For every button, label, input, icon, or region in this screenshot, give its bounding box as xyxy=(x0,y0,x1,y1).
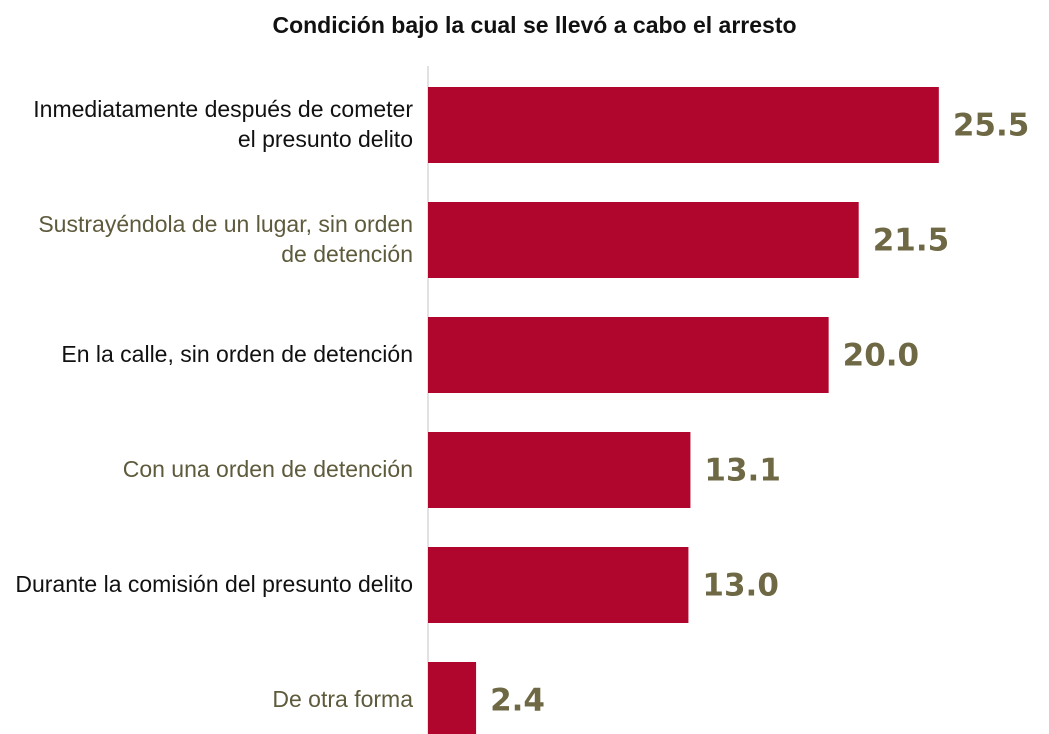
category-label: En la calle, sin orden de detención xyxy=(61,341,413,368)
chart-title: Condición bajo la cual se llevó a cabo e… xyxy=(272,12,797,38)
category-label: Inmediatamente después de cometer el pre… xyxy=(33,96,413,152)
value-label: 20.0 xyxy=(843,338,920,374)
value-label: 13.1 xyxy=(704,453,781,489)
bar xyxy=(428,432,691,508)
bar xyxy=(428,547,689,623)
category-label: Sustrayéndola de un lugar, sin orden de … xyxy=(38,211,413,267)
category-label: De otra forma xyxy=(272,686,413,713)
bar xyxy=(428,202,859,278)
value-label: 13.0 xyxy=(702,568,779,604)
value-label: 25.5 xyxy=(953,108,1029,144)
bar xyxy=(428,87,939,163)
bar xyxy=(428,317,829,393)
value-label: 21.5 xyxy=(873,223,950,259)
category-label: Durante la comisión del presunto delito xyxy=(15,571,413,598)
value-label: 2.4 xyxy=(490,683,545,719)
category-label: Con una orden de detención xyxy=(122,456,413,483)
bar xyxy=(428,662,477,734)
